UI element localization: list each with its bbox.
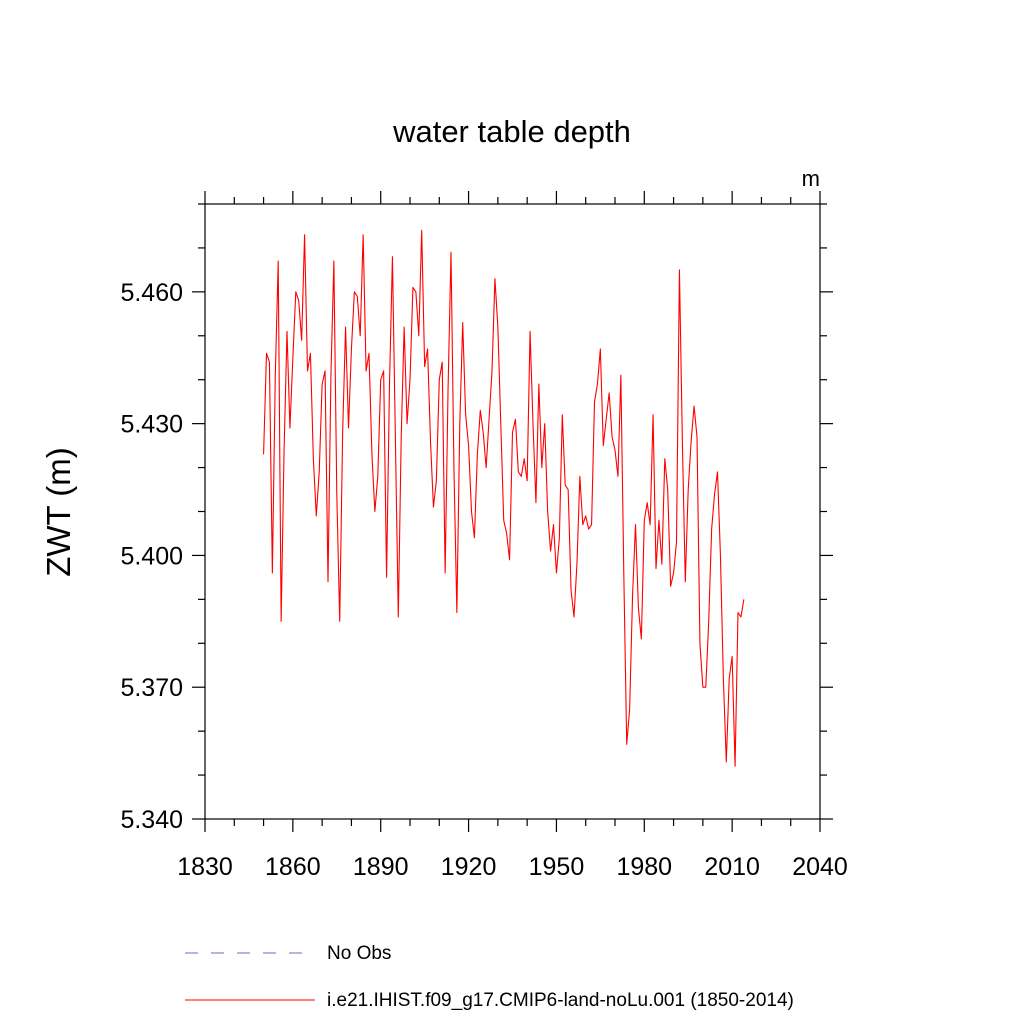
x-tick-label: 1860 (265, 853, 321, 881)
legend: No Obs i.e21.IHIST.f09_g17.CMIP6-land-no… (185, 943, 794, 1011)
x-axis-ticks: 1830 1860 1890 1920 1950 1980 2010 2040 (177, 191, 848, 881)
x-tick-label: 2040 (792, 853, 848, 881)
y-tick-label: 5.430 (120, 411, 183, 439)
series-line-model-run (263, 229, 745, 767)
x-tick-label: 1920 (441, 853, 497, 881)
y-tick-label: 5.340 (120, 806, 183, 834)
y-tick-label: 5.370 (120, 674, 183, 702)
y-axis-label: ZWT (m) (40, 447, 77, 577)
chart-title: water table depth (392, 114, 631, 149)
legend-label-no-obs: No Obs (327, 943, 391, 964)
x-tick-label: 1830 (177, 853, 233, 881)
x-tick-label: 1950 (529, 853, 585, 881)
y-axis-ticks: 5.340 5.370 5.400 5.430 5.460 (120, 203, 833, 834)
legend-label-model-run: i.e21.IHIST.f09_g17.CMIP6-land-noLu.001 … (327, 990, 794, 1011)
x-tick-label: 1980 (616, 853, 672, 881)
x-tick-label: 1890 (353, 853, 409, 881)
y-tick-label: 5.400 (120, 542, 183, 570)
x-tick-label: 2010 (704, 853, 760, 881)
units-label: m (802, 166, 820, 191)
series-layer (263, 229, 745, 767)
y-tick-label: 5.460 (120, 279, 183, 307)
